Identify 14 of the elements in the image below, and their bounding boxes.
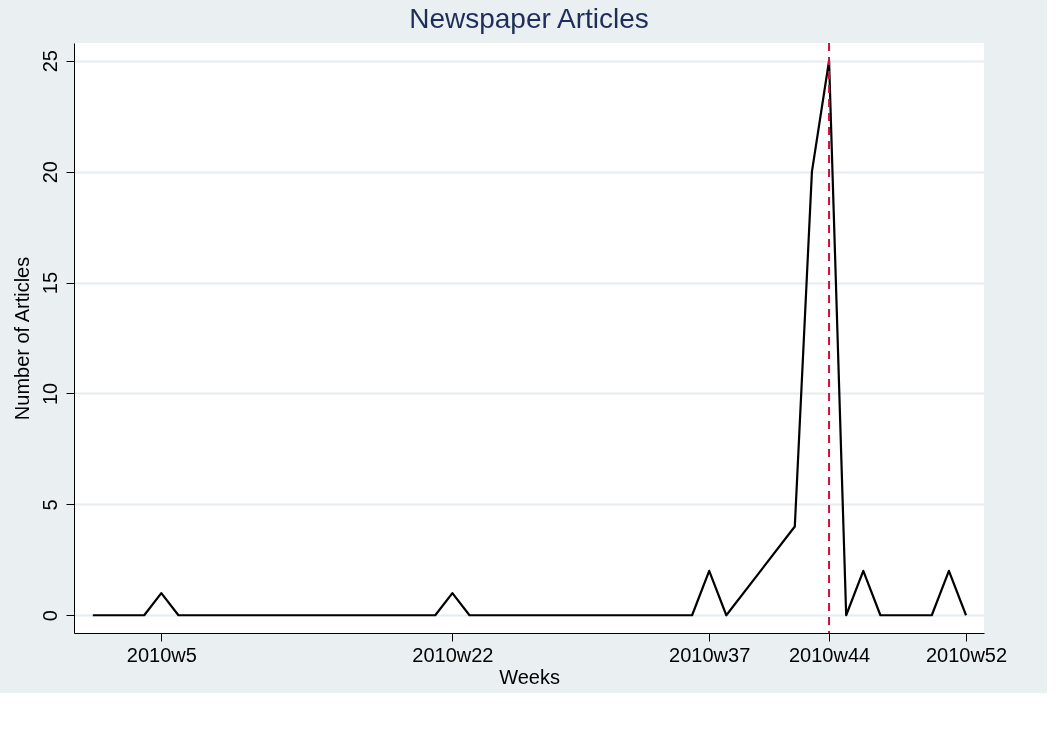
x-tick-label: 2010w52 xyxy=(925,643,1008,666)
y-tick-label: 5 xyxy=(38,499,61,511)
y-axis-title: Number of Articles xyxy=(10,256,33,421)
x-tick-label: 2010w44 xyxy=(788,643,871,666)
x-tick-label: 2010w22 xyxy=(412,643,494,666)
x-tick-label: 2010w5 xyxy=(126,643,197,666)
y-tick-label: 10 xyxy=(38,382,61,406)
y-tick-label: 25 xyxy=(38,50,61,73)
x-tick-label: 2010w37 xyxy=(669,643,751,666)
x-axis-title: Weeks xyxy=(499,665,560,688)
y-tick-label: 20 xyxy=(38,161,61,184)
y-tick-label: 15 xyxy=(38,271,61,295)
y-tick-label: 0 xyxy=(38,610,61,622)
chart-title: Newspaper Articles xyxy=(409,3,649,34)
